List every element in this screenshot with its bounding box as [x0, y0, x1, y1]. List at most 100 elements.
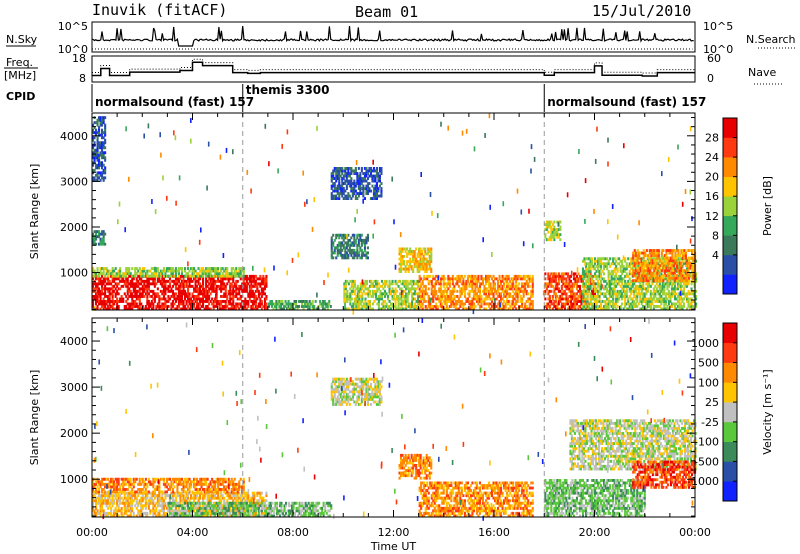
echo-cell [405, 300, 408, 303]
echo-cell [481, 277, 484, 281]
echo-cell [521, 284, 524, 288]
echo-cell [93, 156, 96, 160]
echo-cell [101, 284, 104, 288]
echo-cell [506, 302, 509, 306]
echo-cell [551, 295, 554, 298]
echo-cell [433, 292, 436, 296]
echo-cell [99, 151, 102, 155]
echo-cell [338, 184, 341, 188]
echo-cell [391, 297, 394, 301]
echo-cell [104, 128, 107, 132]
echo-cell [528, 284, 531, 288]
echo-cell [158, 302, 161, 306]
echo-cell [137, 289, 140, 293]
echo-cell [418, 284, 421, 288]
echo-cell [598, 272, 601, 276]
echo-cell [577, 277, 580, 281]
echo-cell [262, 282, 265, 286]
echo-cell [586, 305, 589, 308]
echo-cell [651, 282, 654, 286]
echo-cell [509, 284, 512, 288]
echo-cell [472, 292, 475, 296]
echo-cell [193, 305, 196, 308]
echo-cell [547, 272, 550, 276]
echo-cell [143, 287, 146, 291]
echo-cell [153, 284, 156, 288]
echo-cell [233, 269, 236, 273]
echo-cell [357, 174, 360, 178]
echo-cell [430, 307, 433, 311]
echo-cell [253, 307, 256, 311]
echo-cell [211, 274, 214, 278]
echo-cell [621, 302, 624, 306]
echo-cell [492, 287, 495, 291]
echo-cell [494, 284, 497, 288]
echo-cell [182, 287, 185, 291]
echo-cell [156, 269, 159, 273]
echo-cell [119, 300, 122, 303]
echo-cell [155, 307, 158, 311]
echo-cell [559, 274, 562, 278]
echo-cell [556, 235, 559, 239]
echo-cell [551, 307, 554, 311]
echo-cell [322, 302, 325, 306]
echo-cell [102, 153, 105, 157]
echo-cell [453, 302, 456, 306]
echo-cell [251, 295, 254, 298]
echo-cell [610, 300, 613, 303]
echo-cell [230, 297, 233, 301]
echo-cell [521, 282, 524, 286]
echo-cell [259, 274, 262, 278]
echo-cell [251, 307, 254, 311]
echo-cell [634, 305, 637, 308]
echo-cell [403, 260, 406, 263]
echo-cell [418, 287, 421, 291]
echo-cell [301, 302, 304, 306]
echo-cell [604, 262, 607, 266]
echo-cell [135, 292, 138, 296]
echo-cell [377, 282, 380, 286]
echo-cell [586, 289, 589, 293]
echo-cell [99, 289, 102, 293]
echo-cell [377, 174, 380, 178]
echo-cell [92, 156, 95, 160]
echo-cell [406, 284, 409, 288]
echo-cell [424, 287, 427, 291]
echo-cell [93, 126, 96, 130]
echo-cell [95, 302, 98, 306]
echo-cell [500, 279, 503, 283]
echo-cell [330, 251, 333, 255]
echo-cell [547, 282, 550, 286]
echo-cell [348, 246, 351, 250]
echo-cell [518, 292, 521, 296]
echo-cell [658, 287, 661, 291]
echo-cell [168, 269, 171, 273]
echo-cell [478, 297, 481, 301]
echo-cell [223, 274, 226, 278]
echo-cell [518, 289, 521, 293]
echo-cell [111, 277, 114, 281]
echo-cell [374, 284, 377, 288]
echo-cell [474, 305, 477, 308]
echo-cell [415, 247, 418, 251]
echo-cell [335, 233, 338, 237]
echo-cell [378, 194, 381, 198]
echo-cell [180, 292, 183, 296]
echo-cell [652, 305, 655, 308]
echo-cell [196, 287, 199, 291]
echo-cell [672, 271, 675, 275]
echo-cell [350, 197, 353, 200]
echo-cell [342, 177, 345, 180]
echo-cell [628, 262, 631, 266]
echo-cell [368, 305, 371, 308]
echo-cell [278, 300, 281, 303]
echo-cell [630, 302, 633, 306]
echo-cell [206, 279, 209, 283]
echo-cell [400, 297, 403, 301]
echo-cell [615, 259, 618, 263]
echo-cell [435, 297, 438, 301]
echo-cell [631, 267, 634, 271]
echo-cell [421, 302, 424, 306]
echo-cell [544, 305, 547, 308]
echo-cell [421, 282, 424, 286]
